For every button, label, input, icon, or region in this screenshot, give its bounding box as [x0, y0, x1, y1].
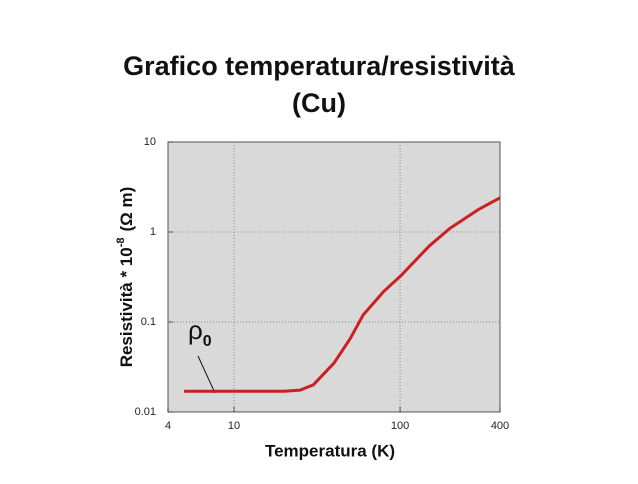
y-tick-label: 0.01 [135, 406, 156, 418]
annotation-symbol: ρ [188, 315, 203, 345]
y-tick-label: 10 [144, 136, 156, 148]
x-tick-label: 100 [391, 420, 409, 432]
x-tick-label: 400 [491, 420, 509, 432]
plot-area [167, 141, 501, 413]
annotation: ρ0 [188, 315, 212, 350]
y-label-exponent: -8 [115, 238, 127, 248]
y-tick-label: 0.1 [141, 316, 156, 328]
x-tick-label: 10 [228, 420, 240, 432]
x-axis-label: Temperatura (K) [265, 441, 395, 460]
chart-title: Grafico temperatura/resistività [123, 51, 516, 81]
x-tick-label: 4 [165, 420, 171, 432]
chart-subtitle: (Cu) [292, 88, 346, 118]
annotation-subscript: 0 [203, 333, 212, 350]
annotation-arrow [197, 355, 216, 394]
y-axis-label: Resistività * 10-8 (Ω m) [115, 187, 137, 368]
data-line [184, 196, 501, 393]
y-label-text: Resistività * 10 [117, 247, 136, 367]
y-tick-label: 1 [150, 226, 156, 238]
y-label-unit: (Ω m) [117, 187, 136, 232]
